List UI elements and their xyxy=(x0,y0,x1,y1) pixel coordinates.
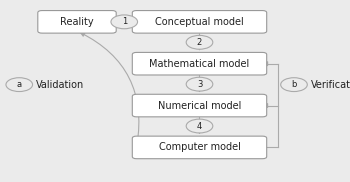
Circle shape xyxy=(6,78,33,92)
Text: 2: 2 xyxy=(197,38,202,47)
Text: Conceptual model: Conceptual model xyxy=(155,17,244,27)
FancyBboxPatch shape xyxy=(38,11,116,33)
Text: 3: 3 xyxy=(197,80,202,89)
Text: a: a xyxy=(17,80,22,89)
Text: 1: 1 xyxy=(122,17,127,26)
FancyBboxPatch shape xyxy=(132,136,267,159)
Text: 4: 4 xyxy=(197,122,202,130)
Text: Mathematical model: Mathematical model xyxy=(149,59,250,69)
Circle shape xyxy=(281,78,307,92)
Text: Validation: Validation xyxy=(36,80,84,90)
Text: Numerical model: Numerical model xyxy=(158,101,241,110)
FancyBboxPatch shape xyxy=(132,11,267,33)
Text: Reality: Reality xyxy=(60,17,94,27)
Circle shape xyxy=(186,119,213,133)
Circle shape xyxy=(186,77,213,91)
Text: b: b xyxy=(291,80,297,89)
Circle shape xyxy=(186,35,213,49)
Text: Verification: Verification xyxy=(311,80,350,90)
FancyBboxPatch shape xyxy=(132,94,267,117)
Circle shape xyxy=(111,15,138,29)
Text: Computer model: Computer model xyxy=(159,143,240,152)
FancyBboxPatch shape xyxy=(132,52,267,75)
